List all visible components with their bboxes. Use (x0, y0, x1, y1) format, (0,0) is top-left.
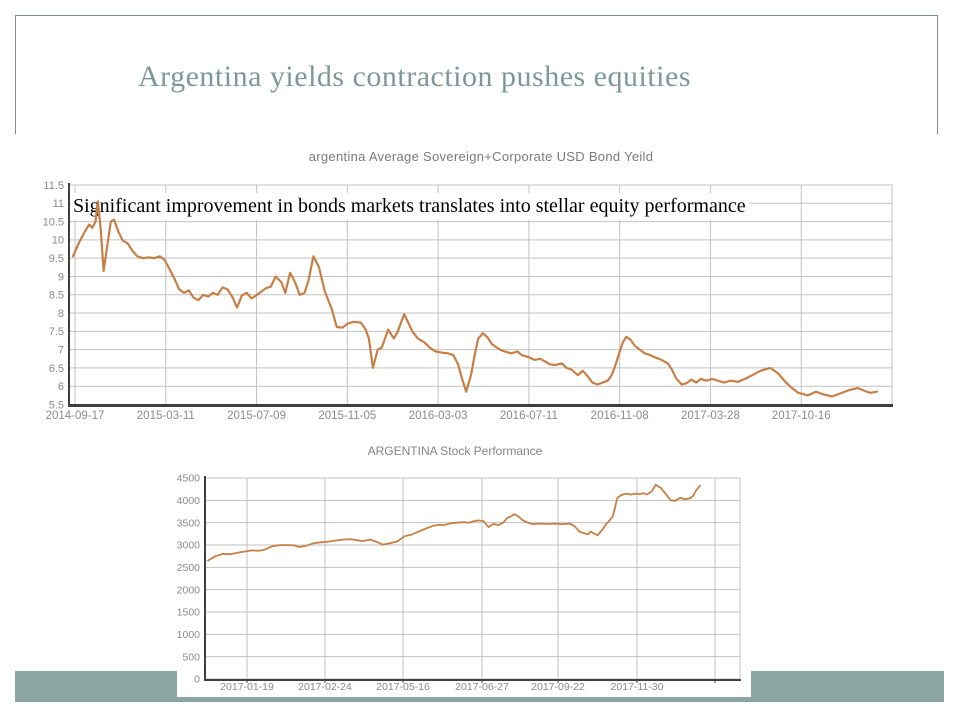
y-tick-label: 9.5 (49, 253, 64, 265)
stock-chart-title: ARGENTINA Stock Performance (367, 444, 543, 458)
x-tick-label: 2014-09-17 (46, 410, 105, 422)
title-box (15, 15, 938, 134)
x-tick-label: 2016-03-03 (409, 410, 468, 422)
y-tick-label: 8 (58, 308, 64, 320)
x-tick-label: 2016-11-08 (591, 410, 649, 422)
y-tick-label: 11.5 (43, 180, 64, 192)
y-tick-label: 7.5 (49, 326, 64, 338)
y-tick-label: 7 (58, 344, 64, 356)
y-tick-label: 6 (58, 381, 64, 393)
y-tick-label: 1000 (177, 629, 201, 641)
y-tick-label: 4500 (177, 473, 201, 485)
x-tick-label: 2015-07-09 (227, 410, 286, 422)
overlay-caption: Significant improvement in bonds markets… (71, 193, 750, 220)
y-tick-label: 1500 (177, 607, 201, 619)
stock-chart-panel (177, 663, 751, 697)
bond-yield-chart-title: argentina Average Sovereign+Corporate US… (308, 149, 654, 164)
x-tick-label: 2015-11-05 (318, 410, 376, 422)
x-tick-label: 2017-03-28 (681, 410, 740, 422)
x-tick-label: 2017-10-16 (772, 410, 831, 422)
x-tick-label: 2015-03-11 (137, 410, 195, 422)
y-tick-label: 10 (52, 235, 64, 247)
y-tick-label: 3000 (177, 540, 201, 552)
y-tick-label: 8.5 (49, 290, 64, 302)
y-tick-label: 6.5 (49, 363, 64, 375)
x-tick-label: 2016-07-11 (500, 410, 558, 422)
y-tick-label: 11 (53, 198, 64, 210)
y-tick-label: 4000 (177, 495, 201, 507)
y-tick-label: 9 (58, 271, 64, 283)
data-line (71, 200, 879, 398)
data-line (207, 483, 701, 562)
slide-title: Argentina yields contraction pushes equi… (138, 60, 691, 93)
y-tick-label: 2000 (177, 584, 201, 596)
y-tick-label: 5.5 (49, 399, 64, 411)
y-tick-label: 10.5 (43, 216, 64, 228)
y-tick-label: 3500 (177, 517, 201, 529)
y-tick-label: 2500 (177, 562, 201, 574)
y-tick-label: 500 (182, 651, 200, 663)
